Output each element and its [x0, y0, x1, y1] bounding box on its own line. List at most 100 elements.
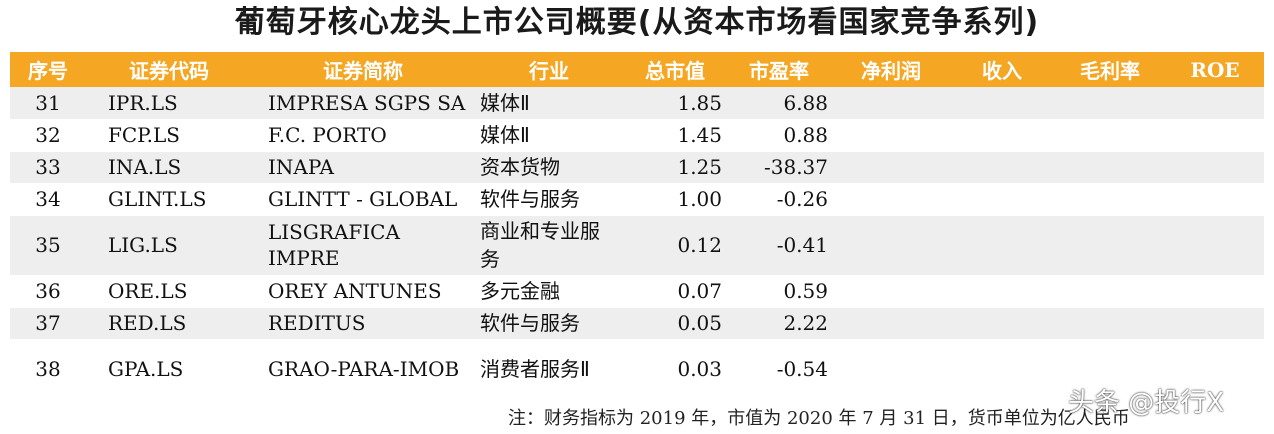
cell-no: 36: [10, 275, 86, 308]
cell-gross-margin: [1054, 183, 1166, 216]
col-header-gross-margin: 毛利率: [1080, 59, 1140, 83]
col-header-market-cap: 总市值: [645, 59, 705, 83]
cell-no: 34: [10, 183, 86, 216]
table-row: 31 IPR.LS IMPRESA SGPS SA 媒体Ⅱ 1.85 6.88: [10, 87, 1264, 120]
cell-industry: 媒体Ⅱ: [474, 87, 624, 120]
table-row: 35 LIG.LS LISGRAFICA IMPRE 商业和专业服务 0.12 -0.41: [10, 215, 1264, 276]
cell-gross-margin: [1054, 275, 1166, 308]
table-row: 37 RED.LS REDITUS 软件与服务 0.05 2.22: [10, 307, 1264, 340]
cell-industry: 消费者服务Ⅱ: [474, 339, 624, 400]
cell-code: GPA.LS: [86, 339, 252, 400]
cell-no: 37: [10, 307, 86, 340]
cell-industry: 多元金融: [474, 275, 624, 308]
table-row: 34 GLINT.LS GLINTT - GLOBAL 软件与服务 1.00 -0.26: [10, 183, 1264, 216]
cell-market-cap: 1.85: [624, 87, 726, 120]
cell-revenue: [950, 307, 1054, 340]
cell-gross-margin: [1054, 87, 1166, 120]
cell-name: F.C. PORTO: [252, 119, 474, 152]
cell-revenue: [950, 215, 1054, 276]
cell-market-cap: 0.03: [624, 339, 726, 400]
cell-market-cap: 1.45: [624, 119, 726, 152]
cell-no: 31: [10, 87, 86, 120]
cell-net-profit: [832, 87, 950, 120]
cell-name: GLINTT - GLOBAL: [252, 183, 474, 216]
cell-industry: 商业和专业服务: [474, 215, 624, 276]
page-title: 葡萄牙核心龙头上市公司概要(从资本市场看国家竞争系列): [234, 5, 1040, 40]
footnote: 注：财务指标为 2019 年，市值为 2020 年 7 月 31 日，货币单位为…: [508, 408, 1130, 429]
cell-pe: -0.54: [726, 339, 832, 400]
cell-market-cap: 0.12: [624, 215, 726, 276]
cell-pe: -0.26: [726, 183, 832, 216]
col-header-name: 证券简称: [323, 59, 403, 83]
cell-revenue: [950, 275, 1054, 308]
cell-code: FCP.LS: [86, 119, 252, 152]
cell-pe: -38.37: [726, 151, 832, 184]
cell-no: 33: [10, 151, 86, 184]
cell-code: INA.LS: [86, 151, 252, 184]
cell-code: GLINT.LS: [86, 183, 252, 216]
cell-net-profit: [832, 119, 950, 152]
cell-name: LISGRAFICA IMPRE: [252, 215, 474, 276]
cell-net-profit: [832, 307, 950, 340]
cell-market-cap: 0.05: [624, 307, 726, 340]
cell-revenue: [950, 151, 1054, 184]
cell-roe: [1166, 275, 1264, 308]
table-row: 38 GPA.LS GRAO-PARA-IMOB 消费者服务Ⅱ 0.03 -0.54: [10, 339, 1264, 400]
cell-net-profit: [832, 275, 950, 308]
cell-roe: [1166, 87, 1264, 120]
cell-gross-margin: [1054, 119, 1166, 152]
cell-name: INAPA: [252, 151, 474, 184]
cell-revenue: [950, 119, 1054, 152]
cell-net-profit: [832, 215, 950, 276]
cell-name: IMPRESA SGPS SA: [252, 87, 474, 120]
cell-roe: [1166, 183, 1264, 216]
cell-roe: [1166, 215, 1264, 276]
col-header-pe: 市盈率: [749, 59, 809, 83]
cell-no: 32: [10, 119, 86, 152]
cell-net-profit: [832, 183, 950, 216]
cell-revenue: [950, 339, 1054, 400]
cell-roe: [1166, 151, 1264, 184]
cell-industry: 软件与服务: [474, 183, 624, 216]
cell-name: OREY ANTUNES: [252, 275, 474, 308]
cell-net-profit: [832, 151, 950, 184]
cell-no: 35: [10, 215, 86, 276]
cell-name: GRAO-PARA-IMOB: [252, 339, 474, 400]
cell-industry: 资本货物: [474, 151, 624, 184]
cell-market-cap: 1.25: [624, 151, 726, 184]
cell-code: LIG.LS: [86, 215, 252, 276]
table-row: 32 FCP.LS F.C. PORTO 媒体Ⅱ 1.45 0.88: [10, 119, 1264, 152]
col-header-revenue: 收入: [982, 59, 1022, 83]
cell-name: REDITUS: [252, 307, 474, 340]
name-text: LISGRAFICA IMPRE: [268, 220, 400, 270]
cell-gross-margin: [1054, 339, 1166, 400]
col-header-net-profit: 净利润: [861, 59, 921, 83]
cell-no: 38: [10, 339, 86, 400]
cell-pe: 0.88: [726, 119, 832, 152]
col-header-roe: ROE: [1190, 57, 1240, 82]
cell-code: RED.LS: [86, 307, 252, 340]
cell-industry: 软件与服务: [474, 307, 624, 340]
company-table: 序号 证券代码 证券简称 行业 总市值 市盈率 净利润 收入 毛利率 ROE 3…: [10, 52, 1264, 400]
cell-pe: -0.41: [726, 215, 832, 276]
cell-revenue: [950, 87, 1054, 120]
cell-market-cap: 0.07: [624, 275, 726, 308]
table-row: 36 ORE.LS OREY ANTUNES 多元金融 0.07 0.59: [10, 275, 1264, 308]
col-header-code: 证券代码: [129, 59, 209, 83]
table-row: 33 INA.LS INAPA 资本货物 1.25 -38.37: [10, 151, 1264, 184]
cell-net-profit: [832, 339, 950, 400]
cell-pe: 6.88: [726, 87, 832, 120]
industry-text: 商业和专业服务: [480, 219, 600, 271]
cell-industry: 媒体Ⅱ: [474, 119, 624, 152]
cell-pe: 2.22: [726, 307, 832, 340]
watermark: 头条 @投行X: [1068, 388, 1225, 418]
col-header-no: 序号: [28, 59, 68, 83]
cell-pe: 0.59: [726, 275, 832, 308]
cell-code: IPR.LS: [86, 87, 252, 120]
cell-gross-margin: [1054, 151, 1166, 184]
cell-gross-margin: [1054, 215, 1166, 276]
cell-roe: [1166, 307, 1264, 340]
cell-roe: [1166, 119, 1264, 152]
cell-market-cap: 1.00: [624, 183, 726, 216]
header-row: 序号 证券代码 证券简称 行业 总市值 市盈率 净利润 收入 毛利率 ROE: [10, 52, 1264, 87]
